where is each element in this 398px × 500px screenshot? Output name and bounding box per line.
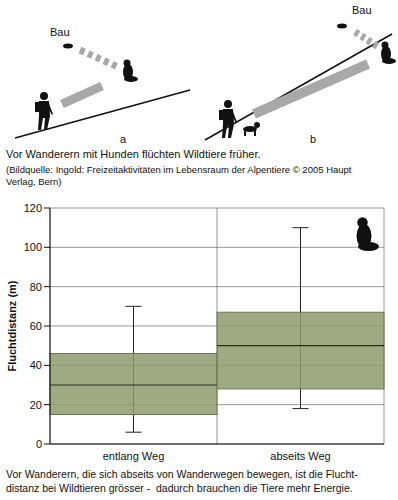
svg-text:120: 120 [24, 202, 42, 214]
svg-text:60: 60 [30, 320, 42, 332]
html-text:(Bildquelle: Ingold: Freizeita: (Bildquelle: Ingold: Freizeitaktivitäten… [6, 164, 352, 187]
svg-text:b: b [310, 133, 316, 145]
svg-text:abseits Weg: abseits Weg [270, 450, 330, 462]
svg-text:Fluchtdistanz (m): Fluchtdistanz (m) [6, 280, 18, 371]
svg-text:80: 80 [30, 281, 42, 293]
html-text:distanz bei Wildtieren grösser: distanz bei Wildtieren grösser - dadurch… [6, 482, 353, 494]
svg-text:Bau: Bau [50, 26, 70, 38]
svg-text:a: a [120, 133, 127, 145]
svg-text:entlang Weg: entlang Weg [103, 450, 165, 462]
svg-text:100: 100 [24, 241, 42, 253]
svg-text:Bau: Bau [352, 4, 372, 16]
svg-text:40: 40 [30, 359, 42, 371]
svg-text:0: 0 [36, 438, 42, 450]
html-text:Vor Wanderern, die sich abseit: Vor Wanderern, die sich abseits von Wand… [6, 468, 358, 480]
html-text:Vor Wanderern mit Hunden flüch: Vor Wanderern mit Hunden flüchten Wildti… [6, 148, 261, 160]
svg-text:20: 20 [30, 399, 42, 411]
